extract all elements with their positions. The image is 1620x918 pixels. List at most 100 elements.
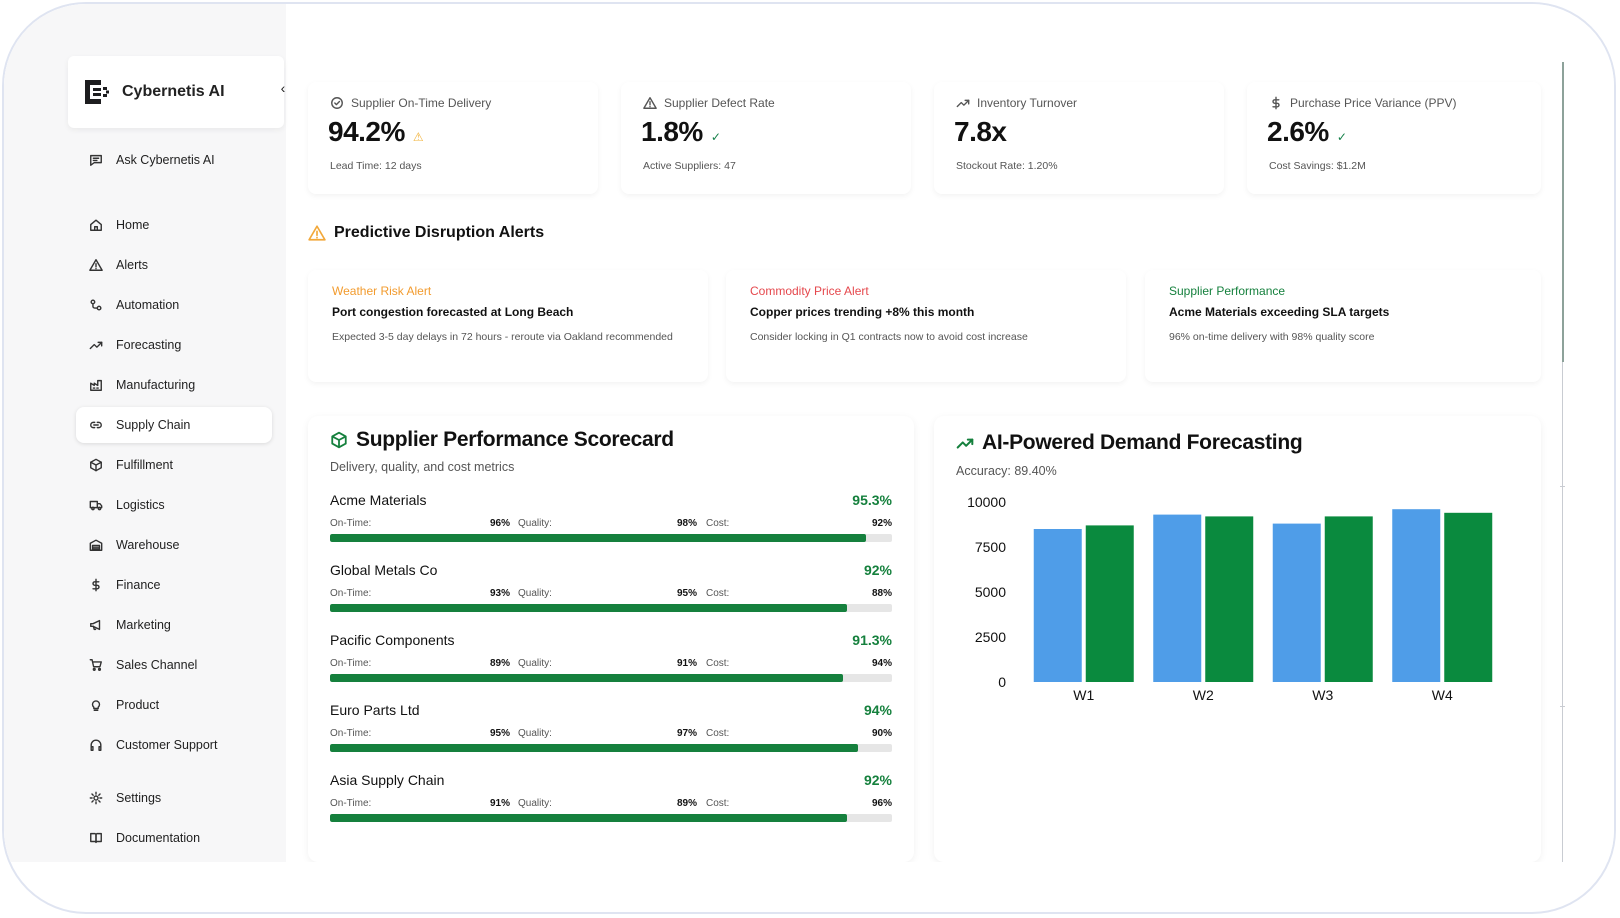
bar-w4-series-2[interactable] [1444,512,1493,682]
alert-card-commodity[interactable]: Commodity Price Alert Copper prices tren… [726,270,1126,382]
supplier-name: Global Metals Co [330,562,438,578]
cost-label: Cost: [706,798,730,809]
score-progress-bar [330,674,892,682]
checkmark-icon: ✓ [1336,130,1347,144]
nav-forecasting[interactable]: Forecasting [76,327,272,363]
alert-title: Acme Materials exceeding SLA targets [1169,305,1390,319]
supplier-row[interactable]: Global Metals Co 92% On-Time: 93% Quality: 95… [330,562,892,626]
nav-home[interactable]: Home [76,207,272,243]
quality-value: 98% [676,518,697,529]
score-progress-fill [330,674,844,682]
y-tick-label: 7500 [975,539,1006,555]
ontime-value: 96% [489,518,510,529]
quality-label: Quality: [518,798,552,809]
kpi-title: Supplier Defect Rate [664,96,775,110]
bar-w2-series-2[interactable] [1205,516,1254,682]
nav-documentation[interactable]: Documentation [76,820,272,856]
nav-sales-channel[interactable]: Sales Channel [76,647,272,683]
nav-fulfillment[interactable]: Fulfillment [76,447,272,483]
brand-name: Cybernetis AI [122,83,225,100]
nav-item-label: Forecasting [116,338,182,352]
quality-label: Quality: [518,518,552,529]
trend-up-icon [88,337,104,353]
alert-triangle-icon [88,257,104,273]
alert-card-weather[interactable]: Weather Risk Alert Port congestion forec… [308,270,708,382]
ontime-value: 93% [489,588,510,599]
link-icon [88,417,104,433]
score-progress-fill [330,534,866,542]
ontime-value: 95% [489,728,510,739]
nav-supply-chain[interactable]: Supply Chain [76,407,272,443]
nav-item-label: Product [116,698,160,712]
y-tick-label: 2500 [975,629,1006,645]
ontime-label: On-Time: [330,588,372,599]
cost-value: 92% [871,518,892,529]
nav-item-label: Alerts [116,258,148,272]
alert-type: Weather Risk Alert [332,284,432,298]
nav-marketing[interactable]: Marketing [76,607,272,643]
nav-alerts[interactable]: Alerts [76,247,272,283]
quality-value: 97% [676,728,697,739]
nav-documentation-label: Documentation [116,831,201,845]
kpi-card-ppv: Purchase Price Variance (PPV) 2.6% ✓ Cost… [1247,82,1541,194]
x-tick-label: W4 [1432,687,1453,703]
sidebar: Cybernetis AI ‹ Ask Cybernetis AI Home Al… [4,4,286,862]
disruption-section-title: Predictive Disruption Alerts [308,224,544,242]
bar-w3-series-1[interactable] [1272,523,1321,682]
nav-item-label: Automation [116,298,180,312]
nav-settings[interactable]: Settings [76,780,272,816]
kpi-value: 1.8% [641,116,703,147]
bar-w4-series-1[interactable] [1392,509,1441,682]
disruption-title: Predictive Disruption Alerts [334,224,545,241]
bar-w2-series-1[interactable] [1153,514,1202,682]
trend-up-icon [956,99,970,108]
bar-w1-series-2[interactable] [1085,525,1134,682]
home-icon [88,217,104,233]
edge-tick [1560,486,1565,487]
brand-header[interactable]: Cybernetis AI [68,56,284,128]
scrollbar-track[interactable] [1562,62,1564,362]
quality-label: Quality: [518,588,552,599]
supplier-row[interactable]: Acme Materials 95.3% On-Time: 96% Quality: 98… [330,492,892,556]
supplier-name: Euro Parts Ltd [330,702,420,718]
score-progress-bar [330,814,892,822]
collapse-sidebar-button[interactable]: ‹ [276,80,290,96]
forecast-title: AI-Powered Demand Forecasting [956,431,1303,455]
app-screen: Cybernetis AI ‹ Ask Cybernetis AI Home Al… [4,4,1614,862]
supplier-row[interactable]: Asia Supply Chain 92% On-Time: 91% Quality: 8… [330,772,892,836]
nav-automation[interactable]: Automation [76,287,272,323]
nav-item-label: Manufacturing [116,378,196,392]
nav-manufacturing[interactable]: Manufacturing [76,367,272,403]
score-progress-bar [330,604,892,612]
quality-value: 91% [676,658,697,669]
nav-ask-cybernetis[interactable]: Ask Cybernetis AI [76,142,272,178]
alert-type: Supplier Performance [1169,284,1286,298]
supplier-name: Pacific Components [330,632,455,648]
forecast-title-text: AI-Powered Demand Forecasting [982,431,1303,454]
nav-item-label: Logistics [116,498,165,512]
kpi-subtext: Lead Time: 12 days [330,160,422,172]
supplier-score: 92% [863,772,892,788]
nav-logistics[interactable]: Logistics [76,487,272,523]
factory-icon [88,377,104,393]
ontime-label: On-Time: [330,798,372,809]
quality-value: 89% [676,798,697,809]
supplier-row[interactable]: Pacific Components 91.3% On-Time: 89% Qualit… [330,632,892,696]
alert-title: Port congestion forecasted at Long Beach [332,305,574,319]
alert-triangle-icon [643,97,657,109]
truck-icon [88,497,104,513]
nav-customer-support[interactable]: Customer Support [76,727,272,763]
forecast-accuracy: Accuracy: 89.40% [956,464,1057,478]
bar-w3-series-2[interactable] [1324,516,1373,682]
dollar-icon [1272,96,1280,110]
nav-finance[interactable]: Finance [76,567,272,603]
kpi-value: 7.8x [954,116,1007,147]
forecast-panel: AI-Powered Demand Forecasting Accuracy: … [934,416,1541,862]
nav-warehouse[interactable]: Warehouse [76,527,272,563]
bar-w1-series-1[interactable] [1033,529,1082,682]
supplier-row[interactable]: Euro Parts Ltd 94% On-Time: 95% Quality: 97% C… [330,702,892,766]
alert-card-supplier-performance[interactable]: Supplier Performance Acme Materials exce… [1145,270,1541,382]
nav-item-label: Marketing [116,618,171,632]
nav-product[interactable]: Product [76,687,272,723]
